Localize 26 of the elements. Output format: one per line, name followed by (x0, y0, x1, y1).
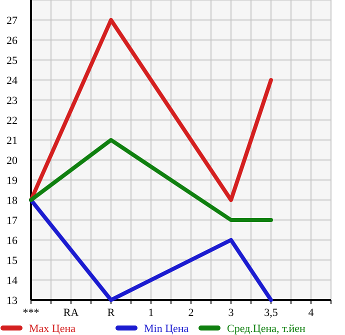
y-tick-label: 14 (6, 275, 18, 287)
y-tick-label: 17 (6, 215, 18, 227)
y-tick-label: 15 (6, 255, 18, 267)
x-tick-label: 3 (228, 307, 234, 319)
x-tick-label: 1 (148, 307, 154, 319)
y-tick-label: 23 (6, 95, 18, 107)
legend-label: Max Цена (29, 323, 76, 335)
x-tick-label: 3,5 (264, 307, 278, 319)
y-tick-label: 13 (6, 295, 18, 307)
legend-label: Сред.Цена, т.йен (227, 323, 306, 335)
y-tick-label: 26 (6, 35, 18, 47)
y-tick-label: 20 (6, 155, 18, 167)
x-tick-label: 4 (308, 307, 314, 319)
x-tick-label: 2 (188, 307, 194, 319)
legend-label: Min Цена (144, 323, 189, 335)
y-tick-label: 16 (6, 235, 18, 247)
y-tick-label: 21 (6, 135, 18, 147)
y-tick-label: 22 (6, 115, 18, 127)
y-tick-label: 24 (6, 75, 18, 87)
y-tick-label: 18 (6, 195, 18, 207)
y-tick-label: 19 (6, 175, 18, 187)
x-tick-label: *** (22, 307, 40, 319)
x-tick-label: R (107, 307, 116, 319)
x-tick-label: RA (63, 307, 79, 319)
y-tick-label: 25 (6, 55, 18, 67)
y-tick-label: 27 (6, 15, 18, 27)
